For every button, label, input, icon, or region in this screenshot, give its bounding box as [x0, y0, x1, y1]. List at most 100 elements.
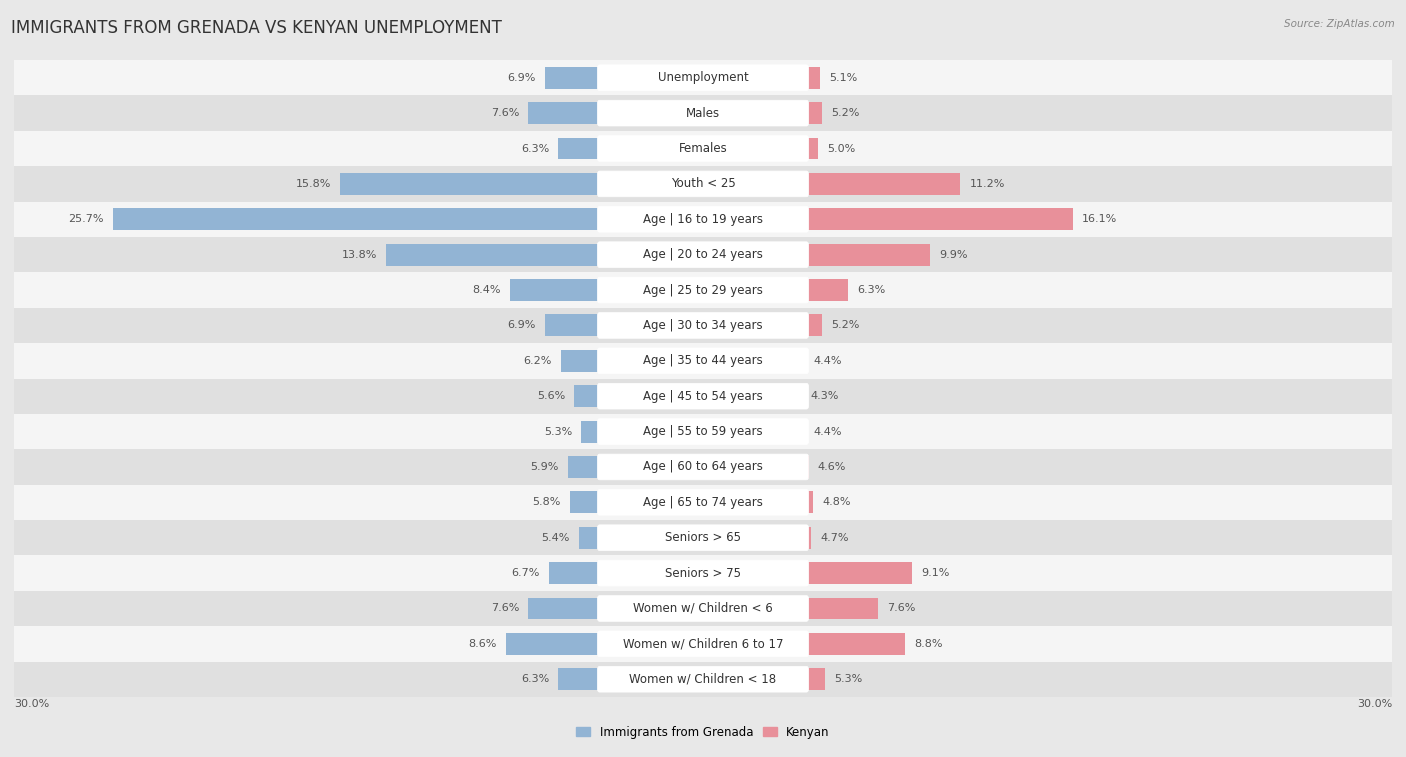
FancyBboxPatch shape — [598, 631, 808, 657]
Text: 5.4%: 5.4% — [541, 533, 569, 543]
FancyBboxPatch shape — [598, 207, 808, 232]
Text: Age | 16 to 19 years: Age | 16 to 19 years — [643, 213, 763, 226]
Bar — [14, 273, 1392, 308]
Bar — [569, 491, 599, 513]
Text: 4.4%: 4.4% — [813, 356, 842, 366]
Text: 5.3%: 5.3% — [834, 674, 862, 684]
Text: Women w/ Children < 6: Women w/ Children < 6 — [633, 602, 773, 615]
Text: Women w/ Children < 18: Women w/ Children < 18 — [630, 673, 776, 686]
FancyBboxPatch shape — [598, 383, 808, 409]
Bar — [579, 527, 599, 549]
Bar — [575, 385, 599, 407]
Bar — [804, 350, 807, 372]
Bar — [807, 562, 912, 584]
Text: 4.3%: 4.3% — [811, 391, 839, 401]
Text: 16.1%: 16.1% — [1083, 214, 1118, 224]
Text: 5.6%: 5.6% — [537, 391, 565, 401]
Text: Age | 35 to 44 years: Age | 35 to 44 years — [643, 354, 763, 367]
Text: 4.7%: 4.7% — [820, 533, 849, 543]
Bar — [14, 343, 1392, 378]
Bar — [807, 208, 1073, 230]
Text: 6.2%: 6.2% — [523, 356, 551, 366]
Bar — [529, 102, 599, 124]
Bar — [14, 484, 1392, 520]
Bar — [340, 173, 599, 195]
FancyBboxPatch shape — [598, 419, 808, 444]
Bar — [804, 421, 807, 443]
Bar — [807, 491, 813, 513]
Text: 13.8%: 13.8% — [342, 250, 377, 260]
FancyBboxPatch shape — [598, 560, 808, 586]
Bar — [807, 138, 818, 160]
Text: 11.2%: 11.2% — [969, 179, 1005, 189]
Bar — [14, 626, 1392, 662]
FancyBboxPatch shape — [598, 313, 808, 338]
FancyBboxPatch shape — [598, 525, 808, 550]
Bar — [544, 314, 599, 336]
Bar — [807, 527, 811, 549]
Bar — [506, 633, 599, 655]
Bar — [14, 556, 1392, 590]
Text: Women w/ Children 6 to 17: Women w/ Children 6 to 17 — [623, 637, 783, 650]
Text: 15.8%: 15.8% — [295, 179, 330, 189]
Bar — [807, 597, 877, 619]
Text: IMMIGRANTS FROM GRENADA VS KENYAN UNEMPLOYMENT: IMMIGRANTS FROM GRENADA VS KENYAN UNEMPL… — [11, 19, 502, 37]
Text: Age | 65 to 74 years: Age | 65 to 74 years — [643, 496, 763, 509]
Text: 5.0%: 5.0% — [827, 144, 855, 154]
Text: 6.3%: 6.3% — [520, 144, 550, 154]
Text: 6.9%: 6.9% — [508, 320, 536, 330]
Text: Age | 45 to 54 years: Age | 45 to 54 years — [643, 390, 763, 403]
Bar — [14, 520, 1392, 556]
FancyBboxPatch shape — [598, 241, 808, 267]
Bar — [558, 668, 599, 690]
Text: Youth < 25: Youth < 25 — [671, 177, 735, 191]
FancyBboxPatch shape — [598, 490, 808, 516]
FancyBboxPatch shape — [598, 65, 808, 91]
Text: 30.0%: 30.0% — [1357, 699, 1392, 709]
Bar — [14, 60, 1392, 95]
Text: 7.6%: 7.6% — [491, 603, 519, 613]
Bar — [14, 662, 1392, 697]
Text: 5.8%: 5.8% — [533, 497, 561, 507]
Text: 8.6%: 8.6% — [468, 639, 496, 649]
FancyBboxPatch shape — [598, 666, 808, 692]
Text: 6.3%: 6.3% — [856, 285, 886, 295]
Bar — [807, 244, 931, 266]
FancyBboxPatch shape — [598, 454, 808, 480]
Text: 4.6%: 4.6% — [818, 462, 846, 472]
Bar — [807, 279, 848, 301]
Bar — [14, 95, 1392, 131]
Bar — [14, 131, 1392, 167]
Text: Females: Females — [679, 142, 727, 155]
Text: Age | 25 to 29 years: Age | 25 to 29 years — [643, 284, 763, 297]
Bar — [544, 67, 599, 89]
Bar — [807, 67, 820, 89]
Bar — [807, 173, 960, 195]
Bar — [387, 244, 599, 266]
Bar — [14, 167, 1392, 201]
Bar — [558, 138, 599, 160]
Bar — [568, 456, 599, 478]
Bar — [550, 562, 599, 584]
Bar — [14, 449, 1392, 484]
Text: Age | 55 to 59 years: Age | 55 to 59 years — [643, 425, 763, 438]
FancyBboxPatch shape — [598, 171, 808, 197]
Text: 7.6%: 7.6% — [887, 603, 915, 613]
Text: Unemployment: Unemployment — [658, 71, 748, 84]
Bar — [807, 314, 823, 336]
FancyBboxPatch shape — [598, 348, 808, 374]
Bar — [14, 414, 1392, 449]
Text: Age | 20 to 24 years: Age | 20 to 24 years — [643, 248, 763, 261]
Text: 5.9%: 5.9% — [530, 462, 558, 472]
Legend: Immigrants from Grenada, Kenyan: Immigrants from Grenada, Kenyan — [571, 721, 835, 743]
Text: 9.9%: 9.9% — [939, 250, 969, 260]
Text: 8.4%: 8.4% — [472, 285, 501, 295]
FancyBboxPatch shape — [598, 136, 808, 161]
Bar — [807, 668, 825, 690]
Text: 30.0%: 30.0% — [14, 699, 49, 709]
Text: 5.2%: 5.2% — [831, 108, 860, 118]
FancyBboxPatch shape — [598, 100, 808, 126]
Text: Age | 60 to 64 years: Age | 60 to 64 years — [643, 460, 763, 473]
Bar — [807, 456, 808, 478]
Bar — [581, 421, 599, 443]
